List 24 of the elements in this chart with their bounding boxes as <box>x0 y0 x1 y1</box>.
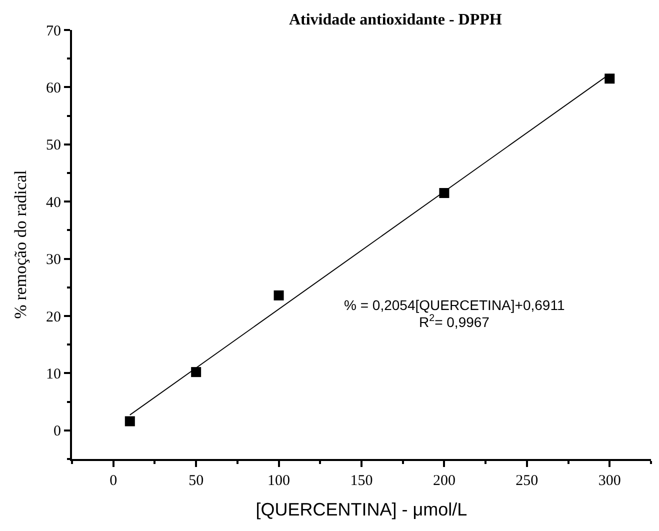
point <box>191 367 202 378</box>
x-tick-label: 250 <box>516 473 538 489</box>
point <box>124 416 135 426</box>
x-tick-label: 200 <box>432 473 456 489</box>
annotation: R$^{2}$= 0,9967 <box>419 313 490 330</box>
x-tick-label: 50 <box>188 473 204 489</box>
y-tick-label: 30 <box>46 252 61 268</box>
y-axis-title: % remoção do radical <box>11 170 30 319</box>
y-tick-label: 70 <box>46 23 61 40</box>
y-tick-label: 60 <box>46 80 61 96</box>
y-tick-label: 40 <box>46 194 61 211</box>
annotation: % = 0,2054[QUERCETINA]+0,6911 <box>344 297 565 313</box>
chart-title: Atividade antioxidante - DPPH <box>288 11 502 28</box>
x-tick-label: 0 <box>110 473 118 489</box>
point <box>604 74 615 84</box>
y-tick-label: 10 <box>46 366 61 382</box>
x-tick-label: 100 <box>268 473 290 489</box>
y-tick-label: 50 <box>46 138 61 154</box>
x-tick-label: 150 <box>350 473 373 489</box>
y-tick-label: 20 <box>46 309 61 326</box>
x-axis-title: [QUERCENTINA] - μmol/L <box>256 500 468 520</box>
point <box>274 290 284 300</box>
y-tick-label: 0 <box>54 424 61 440</box>
x-tick-label: 300 <box>598 473 621 489</box>
